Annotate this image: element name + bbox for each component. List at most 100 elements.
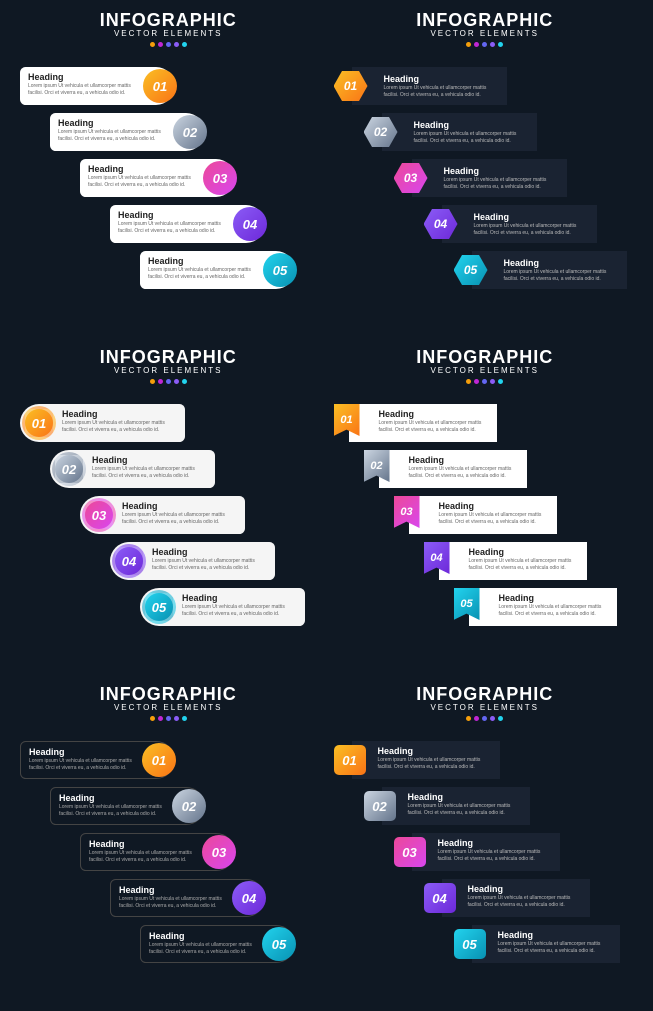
panel-subtitle: VECTOR ELEMENTS bbox=[100, 29, 237, 38]
step-item: 02 Heading Lorem ipsum Ut vehicula et ul… bbox=[50, 450, 215, 488]
step-heading: Heading bbox=[444, 166, 559, 176]
step-item: 05 Heading Lorem ipsum Ut vehicula et ul… bbox=[469, 588, 617, 626]
step-heading: Heading bbox=[499, 593, 609, 603]
header-dots bbox=[416, 42, 553, 47]
step-number: 05 bbox=[460, 598, 472, 610]
step-item: 01 Heading Lorem ipsum Ut vehicula et ul… bbox=[349, 404, 497, 442]
step-body: Lorem ipsum Ut vehicula et ullamcorper m… bbox=[182, 604, 297, 617]
step-body: Lorem ipsum Ut vehicula et ullamcorper m… bbox=[29, 758, 132, 771]
step-number: 01 bbox=[152, 753, 166, 768]
step-number: 05 bbox=[464, 263, 477, 277]
infographic-grid: INFOGRAPHIC VECTOR ELEMENTS 01 Heading L… bbox=[10, 10, 643, 971]
step-item: 03 Heading Lorem ipsum Ut vehicula et ul… bbox=[80, 496, 245, 534]
step-item: 05 Heading Lorem ipsum Ut vehicula et ul… bbox=[472, 925, 620, 963]
header-dot bbox=[490, 42, 495, 47]
infographic-panel-1: INFOGRAPHIC VECTOR ELEMENTS 01 Heading L… bbox=[10, 10, 327, 297]
step-body: Lorem ipsum Ut vehicula et ullamcorper m… bbox=[119, 896, 222, 909]
step-item: 03 Heading Lorem ipsum Ut vehicula et ul… bbox=[412, 833, 560, 871]
step-heading: Heading bbox=[474, 212, 589, 222]
step-heading: Heading bbox=[119, 885, 222, 895]
step-body: Lorem ipsum Ut vehicula et ullamcorper m… bbox=[474, 223, 589, 236]
header-dot bbox=[150, 42, 155, 47]
panel-subtitle: VECTOR ELEMENTS bbox=[100, 366, 237, 375]
step-heading: Heading bbox=[29, 747, 132, 757]
step-heading: Heading bbox=[149, 931, 252, 941]
step-number-badge: 02 bbox=[364, 450, 390, 482]
panel-subtitle: VECTOR ELEMENTS bbox=[416, 366, 553, 375]
step-number-badge: 04 bbox=[424, 883, 456, 913]
infographic-panel-4: INFOGRAPHIC VECTOR ELEMENTS 01 Heading L… bbox=[327, 347, 644, 634]
step-item: 01 Heading Lorem ipsum Ut vehicula et ul… bbox=[20, 67, 175, 105]
step-number: 03 bbox=[212, 845, 226, 860]
step-number-badge: 01 bbox=[334, 745, 366, 775]
header-dot bbox=[166, 716, 171, 721]
steps-container: 01 Heading Lorem ipsum Ut vehicula et ul… bbox=[327, 741, 644, 971]
step-body: Lorem ipsum Ut vehicula et ullamcorper m… bbox=[439, 512, 549, 525]
step-number: 05 bbox=[462, 937, 476, 952]
step-body: Lorem ipsum Ut vehicula et ullamcorper m… bbox=[378, 757, 492, 770]
step-body: Lorem ipsum Ut vehicula et ullamcorper m… bbox=[59, 804, 162, 817]
step-number: 01 bbox=[32, 416, 46, 431]
header-dot bbox=[498, 379, 503, 384]
steps-container: 01 Heading Lorem ipsum Ut vehicula et ul… bbox=[10, 741, 327, 971]
step-number: 03 bbox=[213, 171, 227, 186]
step-item: 01 Heading Lorem ipsum Ut vehicula et ul… bbox=[352, 67, 507, 105]
step-number-badge: 02 bbox=[172, 789, 206, 823]
step-number: 03 bbox=[92, 508, 106, 523]
header-dot bbox=[474, 42, 479, 47]
step-heading: Heading bbox=[89, 839, 192, 849]
step-item: 04 Heading Lorem ipsum Ut vehicula et ul… bbox=[110, 205, 265, 243]
step-item: 02 Heading Lorem ipsum Ut vehicula et ul… bbox=[382, 787, 530, 825]
step-number-badge: 05 bbox=[454, 929, 486, 959]
step-number: 02 bbox=[372, 799, 386, 814]
step-item: 02 Heading Lorem ipsum Ut vehicula et ul… bbox=[50, 787, 205, 825]
step-number-badge: 03 bbox=[202, 835, 236, 869]
step-heading: Heading bbox=[59, 793, 162, 803]
step-heading: Heading bbox=[408, 792, 522, 802]
step-heading: Heading bbox=[122, 501, 237, 511]
header-dot bbox=[474, 716, 479, 721]
header-dot bbox=[182, 42, 187, 47]
step-item: 04 Heading Lorem ipsum Ut vehicula et ul… bbox=[442, 205, 597, 243]
panel-title: INFOGRAPHIC bbox=[416, 10, 553, 31]
header-dot bbox=[158, 379, 163, 384]
step-number: 02 bbox=[183, 125, 197, 140]
header-dot bbox=[174, 42, 179, 47]
header-dots bbox=[416, 716, 553, 721]
header-dot bbox=[490, 379, 495, 384]
step-body: Lorem ipsum Ut vehicula et ullamcorper m… bbox=[384, 85, 499, 98]
step-number: 03 bbox=[402, 845, 416, 860]
step-number: 01 bbox=[344, 79, 357, 93]
steps-container: 01 Heading Lorem ipsum Ut vehicula et ul… bbox=[10, 404, 327, 634]
infographic-panel-2: INFOGRAPHIC VECTOR ELEMENTS 01 Heading L… bbox=[327, 10, 644, 297]
step-number-badge: 04 bbox=[424, 542, 450, 574]
step-heading: Heading bbox=[62, 409, 177, 419]
panel-header: INFOGRAPHIC VECTOR ELEMENTS bbox=[100, 684, 237, 721]
step-number: 05 bbox=[152, 600, 166, 615]
header-dot bbox=[174, 716, 179, 721]
header-dot bbox=[182, 716, 187, 721]
steps-container: 01 Heading Lorem ipsum Ut vehicula et ul… bbox=[327, 67, 644, 297]
header-dot bbox=[498, 716, 503, 721]
header-dot bbox=[482, 716, 487, 721]
step-item: 03 Heading Lorem ipsum Ut vehicula et ul… bbox=[412, 159, 567, 197]
step-heading: Heading bbox=[439, 501, 549, 511]
step-heading: Heading bbox=[118, 210, 223, 220]
step-number: 04 bbox=[432, 891, 446, 906]
infographic-panel-3: INFOGRAPHIC VECTOR ELEMENTS 01 Heading L… bbox=[10, 347, 327, 634]
header-dot bbox=[490, 716, 495, 721]
step-number-badge: 05 bbox=[142, 590, 176, 624]
step-body: Lorem ipsum Ut vehicula et ullamcorper m… bbox=[149, 942, 252, 955]
step-number-badge: 05 bbox=[263, 253, 297, 287]
step-heading: Heading bbox=[438, 838, 552, 848]
step-item: 04 Heading Lorem ipsum Ut vehicula et ul… bbox=[110, 879, 265, 917]
step-number-badge: 04 bbox=[112, 544, 146, 578]
step-heading: Heading bbox=[469, 547, 579, 557]
step-number-badge: 01 bbox=[143, 69, 177, 103]
step-number: 05 bbox=[272, 937, 286, 952]
step-item: 02 Heading Lorem ipsum Ut vehicula et ul… bbox=[382, 113, 537, 151]
step-number: 02 bbox=[182, 799, 196, 814]
step-body: Lorem ipsum Ut vehicula et ullamcorper m… bbox=[469, 558, 579, 571]
panel-title: INFOGRAPHIC bbox=[416, 347, 553, 368]
step-body: Lorem ipsum Ut vehicula et ullamcorper m… bbox=[89, 850, 192, 863]
